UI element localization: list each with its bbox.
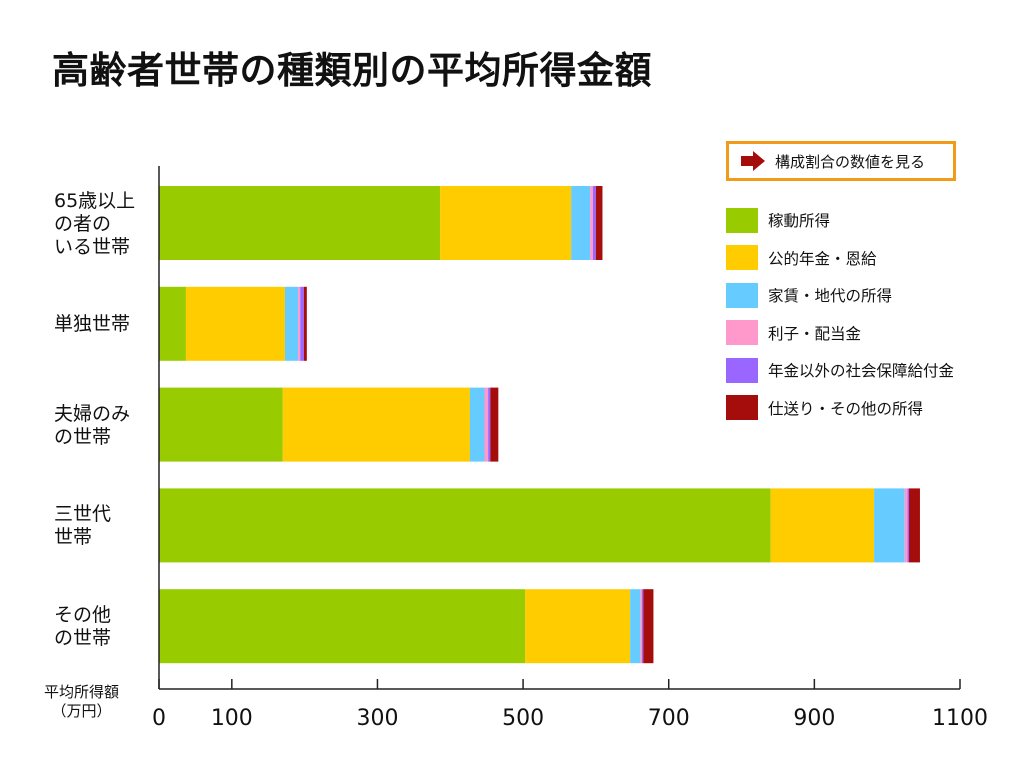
legend-item-3: 家賃・地代の所得 — [726, 281, 954, 309]
legend-swatch — [726, 207, 758, 233]
bar-segment-1-5 — [592, 186, 596, 260]
bar-segment-2-5 — [300, 286, 304, 361]
bar-segment-5-2 — [525, 589, 631, 664]
bar-segment-5-1 — [159, 589, 526, 664]
bar-segment-1-4 — [590, 186, 593, 260]
bar-segment-2-1 — [159, 286, 186, 361]
x-tick-label-700: 700 — [648, 706, 690, 731]
category-label-line: 夫婦のみ — [54, 402, 131, 425]
bar-segment-1-6 — [595, 186, 603, 260]
legend-item-4: 利子・配当金 — [726, 319, 954, 347]
category-label-line: 単独世帯 — [54, 313, 131, 336]
bar-segment-4-1 — [159, 488, 771, 563]
bar-segment-2-6 — [303, 286, 307, 361]
bar-segment-4-4 — [904, 488, 908, 563]
bar-segment-4-3 — [874, 488, 905, 563]
bar-segment-2-2 — [185, 286, 285, 361]
bar-segment-3-5 — [488, 387, 491, 462]
bar-segment-4-5 — [907, 488, 910, 563]
bar-segment-2-4 — [298, 286, 301, 361]
x-tick-label-1100: 1100 — [932, 706, 988, 731]
x-tick-label-500: 500 — [502, 706, 544, 731]
x-tick-label-300: 300 — [356, 706, 398, 731]
legend-item-5: 年金以外の社会保障給付金 — [726, 356, 954, 384]
legend-item-6: 仕送り・その他の所得 — [726, 394, 954, 422]
legend-item-1: 稼動所得 — [726, 206, 954, 234]
category-label-line: の世帯 — [54, 627, 112, 650]
bar-segment-1-1 — [159, 186, 441, 260]
x-tick-label-100: 100 — [211, 706, 253, 731]
legend-swatch — [726, 282, 758, 308]
show-composition-ratio-label: 構成割合の数値を見る — [775, 152, 926, 171]
category-label-line: その他 — [54, 604, 112, 627]
legend-label: 仕送り・その他の所得 — [768, 399, 924, 418]
bar-segment-3-4 — [484, 387, 489, 462]
x-tick-label-0: 0 — [152, 706, 166, 731]
value-axis-unit-label: 平均所得額 （万円） — [44, 683, 119, 721]
legend-label: 稼動所得 — [768, 212, 831, 230]
legend-item-2: 公的年金・恩給 — [726, 244, 954, 272]
legend-swatch — [726, 320, 758, 345]
bar-segment-5-5 — [641, 589, 644, 664]
category-label-line: いる世帯 — [54, 235, 131, 258]
category-label-4: 三世代 世帯 — [54, 503, 154, 549]
x-tick-label-900: 900 — [793, 706, 835, 731]
legend-swatch — [726, 357, 758, 383]
bar-segment-5-6 — [643, 589, 654, 664]
bar-segment-3-1 — [159, 387, 283, 462]
bar-segment-2-3 — [284, 286, 299, 361]
category-label-line: 三世代 — [54, 503, 112, 526]
category-label-line: 65歳以上 — [54, 189, 136, 212]
category-label-line: の世帯 — [54, 425, 112, 448]
legend-label: 利子・配当金 — [768, 324, 862, 343]
chart-title: 高齢者世帯の種類別の平均所得金額 — [52, 49, 652, 92]
bar-segment-3-6 — [490, 387, 499, 462]
legend-swatch — [726, 245, 758, 270]
category-label-5: その他 の世帯 — [54, 604, 154, 650]
bar-segment-5-4 — [640, 589, 642, 664]
bar-segment-3-3 — [469, 387, 485, 462]
bar-segment-1-3 — [571, 186, 591, 260]
bar-segment-4-6 — [909, 488, 920, 563]
category-label-line: の者の — [54, 212, 112, 235]
bar-segment-5-3 — [630, 589, 641, 664]
chart-legend: 稼動所得公的年金・恩給 家賃・地代の所得 利子・配当金年金以外の社会保障給付金 仕送り… — [726, 206, 954, 431]
category-label-line: 世帯 — [54, 526, 93, 549]
bar-segment-3-2 — [282, 387, 470, 462]
right-arrow-icon — [741, 151, 765, 171]
category-label-3: 夫婦のみ の世帯 — [54, 403, 154, 449]
bar-segment-4-2 — [770, 488, 875, 563]
show-composition-ratio-button[interactable]: 構成割合の数値を見る — [726, 141, 956, 181]
category-label-2: 単独世帯 — [54, 313, 154, 336]
value-axis-unit-line-1: 平均所得額 — [44, 683, 120, 701]
legend-label: 年金以外の社会保障給付金 — [768, 362, 955, 380]
value-axis-unit-line-2: （万円） — [51, 702, 112, 720]
category-label-1: 65歳以上 の者の いる世帯 — [54, 190, 154, 259]
legend-swatch — [726, 395, 758, 420]
legend-label: 家賃・地代の所得 — [768, 287, 893, 305]
legend-label: 公的年金・恩給 — [768, 249, 877, 268]
bar-segment-1-2 — [440, 186, 572, 260]
